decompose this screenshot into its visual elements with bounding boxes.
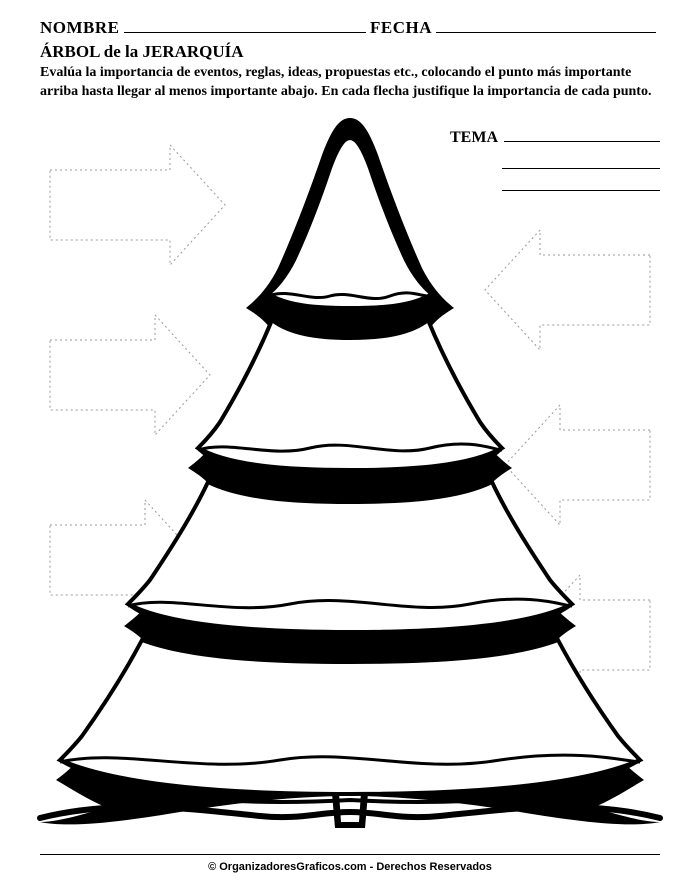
date-label: FECHA bbox=[370, 18, 432, 38]
arrow-left-1[interactable] bbox=[50, 145, 225, 265]
worksheet-title: ÁRBOL de la JERARQUÍA bbox=[40, 42, 660, 62]
diagram-canvas bbox=[0, 110, 700, 850]
name-input-line[interactable] bbox=[124, 19, 367, 33]
tree-diagram-svg bbox=[0, 110, 700, 850]
footer: © OrganizadoresGraficos.com - Derechos R… bbox=[0, 854, 700, 873]
worksheet-header: NOMBRE FECHA ÁRBOL de la JERARQUÍA Evalú… bbox=[0, 0, 700, 102]
arrow-left-2[interactable] bbox=[50, 315, 210, 435]
tree-icon bbox=[40, 118, 660, 828]
name-label: NOMBRE bbox=[40, 18, 120, 38]
footer-text: © OrganizadoresGraficos.com - Derechos R… bbox=[208, 861, 492, 873]
instructions-text: Evalúa la importancia de eventos, reglas… bbox=[40, 64, 660, 102]
name-date-row: NOMBRE FECHA bbox=[40, 18, 660, 38]
arrow-right-1[interactable] bbox=[485, 230, 650, 350]
arrow-right-2[interactable] bbox=[505, 405, 650, 525]
date-input-line[interactable] bbox=[436, 19, 656, 33]
footer-rule bbox=[40, 854, 660, 855]
